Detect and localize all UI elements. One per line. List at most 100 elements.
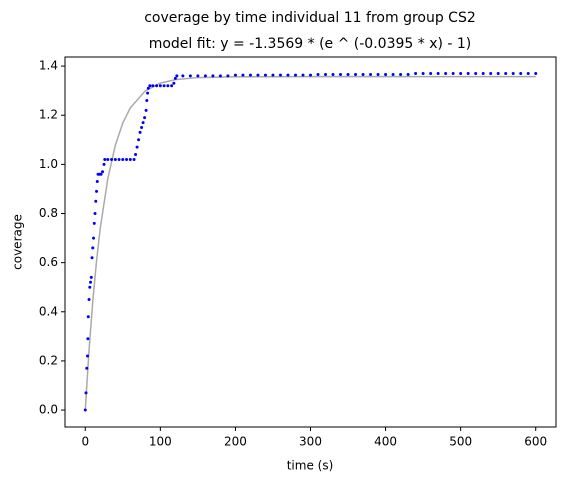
data-point <box>421 71 425 75</box>
data-point <box>144 108 148 112</box>
data-point <box>301 73 305 77</box>
data-point <box>95 189 99 193</box>
x-axis-label: time (s) <box>287 459 334 473</box>
data-point <box>263 73 267 77</box>
data-point <box>92 236 96 240</box>
data-point <box>113 157 117 161</box>
data-point <box>125 157 129 161</box>
chart-title: coverage by time individual 11 from grou… <box>144 10 476 26</box>
data-point <box>146 91 150 95</box>
x-tick-label: 100 <box>149 435 172 449</box>
data-point <box>278 73 282 77</box>
data-point <box>148 84 152 88</box>
data-point <box>162 84 166 88</box>
data-point <box>376 72 380 76</box>
data-point <box>474 71 478 75</box>
data-point <box>369 72 373 76</box>
data-point <box>414 71 418 75</box>
x-tick-label: 0 <box>81 435 89 449</box>
data-point <box>511 71 515 75</box>
data-point <box>309 73 312 77</box>
data-point <box>519 71 523 75</box>
data-point <box>489 71 493 75</box>
data-point <box>106 157 110 161</box>
data-point <box>89 280 93 284</box>
data-point <box>188 74 192 78</box>
y-tick-label: 0.4 <box>39 304 58 318</box>
data-point <box>151 84 155 88</box>
data-point <box>203 74 207 78</box>
x-tick-label: 600 <box>524 435 547 449</box>
data-point <box>93 212 97 216</box>
data-point <box>211 74 215 78</box>
data-point <box>86 354 90 358</box>
data-point <box>526 71 530 75</box>
data-point <box>132 157 136 161</box>
data-point <box>128 157 132 161</box>
data-point <box>140 126 144 130</box>
data-point <box>271 73 275 77</box>
data-point <box>248 73 252 77</box>
data-point <box>436 71 440 75</box>
data-point <box>218 74 222 78</box>
data-point <box>117 157 121 161</box>
data-point <box>316 72 320 76</box>
data-point <box>99 172 103 176</box>
data-point <box>451 71 455 75</box>
data-point <box>170 84 174 88</box>
data-point <box>135 145 139 149</box>
data-point <box>466 71 470 75</box>
data-point <box>103 157 107 161</box>
data-point <box>331 72 335 76</box>
data-point <box>83 408 87 412</box>
data-point <box>89 275 93 279</box>
y-tick-label: 0.6 <box>39 255 58 269</box>
data-point <box>94 199 98 203</box>
data-point <box>196 74 200 78</box>
data-point <box>134 153 138 157</box>
data-point <box>172 81 176 85</box>
data-point <box>399 72 403 76</box>
data-point <box>90 256 94 260</box>
data-point <box>354 72 358 76</box>
y-tick-label: 0.0 <box>39 403 58 417</box>
data-point <box>391 72 395 76</box>
data-point <box>95 180 99 184</box>
data-point <box>241 73 245 77</box>
data-point <box>166 84 170 88</box>
data-point <box>324 72 328 76</box>
data-point <box>146 86 150 90</box>
data-point <box>361 72 365 76</box>
data-point <box>158 84 162 88</box>
data-point <box>293 73 297 77</box>
data-point <box>181 74 185 78</box>
data-point <box>173 76 177 80</box>
data-point <box>87 297 91 301</box>
data-point <box>141 121 145 125</box>
data-point <box>86 315 90 319</box>
plot-frame <box>64 56 557 428</box>
data-point <box>444 71 448 75</box>
data-point <box>339 72 343 76</box>
data-point <box>534 71 538 75</box>
data-point <box>101 170 105 174</box>
data-point <box>84 391 88 395</box>
data-point <box>102 162 106 166</box>
data-point <box>346 72 350 76</box>
data-point <box>92 221 96 225</box>
data-point <box>88 285 92 289</box>
data-point <box>406 72 410 76</box>
y-tick-label: 1.2 <box>39 108 58 122</box>
data-point <box>85 366 89 370</box>
data-point <box>155 84 159 88</box>
y-axis-label: coverage <box>11 214 25 270</box>
x-tick-label: 400 <box>374 435 397 449</box>
chart-subtitle: model fit: y = -1.3569 * (e ^ (-0.0395 *… <box>149 36 472 52</box>
data-point <box>384 72 388 76</box>
x-tick-label: 300 <box>299 435 322 449</box>
data-point <box>145 98 149 102</box>
data-point <box>481 71 485 75</box>
y-tick-label: 1.0 <box>39 157 58 171</box>
data-point <box>143 116 147 120</box>
